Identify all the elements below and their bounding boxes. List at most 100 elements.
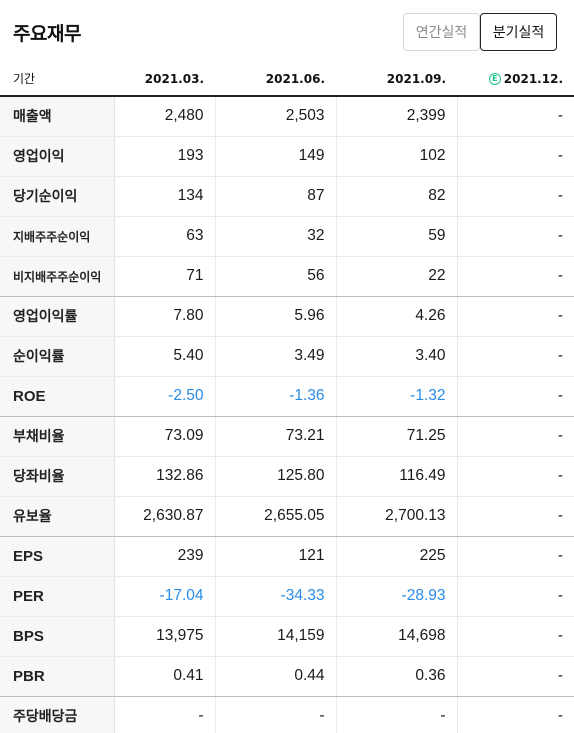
row-label: 비지배주주순이익 (0, 256, 115, 297)
table-cell: - (456, 96, 574, 137)
table-cell: 225 (335, 536, 457, 577)
table-cell: - (456, 456, 574, 497)
table-cell: - (456, 216, 574, 257)
row-label: 순이익률 (0, 336, 115, 377)
table-cell: - (456, 496, 574, 537)
table-row: 매출액 2,480 2,503 2,399- (0, 96, 574, 137)
table-cell: - (456, 616, 574, 657)
column-header: 2021.03. (114, 62, 215, 97)
table-row: 영업이익률 7.80 5.96 4.26- (0, 296, 574, 337)
table-cell: 3.40 (335, 336, 457, 377)
table-cell: 2,503 (214, 96, 336, 137)
table-cell: 14,159 (214, 616, 336, 657)
column-header: 2021.09. (336, 62, 457, 97)
table-cell: -1.36 (214, 376, 336, 417)
table-cell: - (214, 696, 336, 733)
table-cell: - (456, 656, 574, 697)
table-row: PER -17.04 -34.33 -28.93- (0, 576, 574, 617)
table-cell: 71 (113, 256, 215, 297)
table-cell: 59 (335, 216, 457, 257)
row-label: PER (0, 576, 115, 617)
table-cell: 73.09 (113, 416, 215, 457)
table-cell: 193 (113, 136, 215, 177)
table-cell: 7.80 (113, 296, 215, 337)
table-cell: 2,655.05 (214, 496, 336, 537)
table-cell: 73.21 (214, 416, 336, 457)
row-label: ROE (0, 376, 115, 417)
row-label: EPS (0, 536, 115, 577)
table-row: 당기순이익 134 87 82- (0, 176, 574, 217)
section-header: 주요재무 연간실적 분기실적 (0, 0, 574, 62)
table-cell: 2,480 (113, 96, 215, 137)
table-cell: - (456, 176, 574, 217)
row-label: 당좌비율 (0, 456, 115, 497)
table-cell: - (456, 136, 574, 177)
table-cell: 32 (214, 216, 336, 257)
table-cell: 239 (113, 536, 215, 577)
table-cell: 5.96 (214, 296, 336, 337)
table-cell: 2,399 (335, 96, 457, 137)
table-cell: 0.36 (335, 656, 457, 697)
row-label: BPS (0, 616, 115, 657)
table-cell: 0.44 (214, 656, 336, 697)
table-cell: 116.49 (335, 456, 457, 497)
table-cell: 5.40 (113, 336, 215, 377)
table-cell: 102 (335, 136, 457, 177)
row-label: 영업이익률 (0, 296, 115, 337)
table-cell: - (456, 696, 574, 733)
row-label: 부채비율 (0, 416, 115, 457)
table-cell: -17.04 (113, 576, 215, 617)
table-cell: 22 (335, 256, 457, 297)
column-header-label: 2021.12. (503, 71, 563, 86)
row-label: 영업이익 (0, 136, 115, 177)
row-label: 주당배당금 (0, 696, 115, 733)
table-cell: 4.26 (335, 296, 457, 337)
table-cell: - (456, 416, 574, 457)
table-row: EPS 239 121 225- (0, 536, 574, 577)
table-row: BPS 13,975 14,159 14,698- (0, 616, 574, 657)
row-label: 유보율 (0, 496, 115, 537)
estimate-icon: E (488, 73, 501, 85)
table-cell: 87 (214, 176, 336, 217)
table-cell: 71.25 (335, 416, 457, 457)
table-cell: - (456, 376, 574, 417)
table-row: 유보율 2,630.87 2,655.05 2,700.13- (0, 496, 574, 537)
table-cell: 2,630.87 (113, 496, 215, 537)
table-row: PBR 0.41 0.44 0.36- (0, 656, 574, 697)
table-cell: 3.49 (214, 336, 336, 377)
table-cell: -34.33 (214, 576, 336, 617)
column-header-estimate: E 2021.12. (457, 62, 574, 97)
quarterly-results-button[interactable]: 분기실적 (480, 13, 557, 51)
table-cell: - (456, 256, 574, 297)
table-row: 영업이익 193 149 102- (0, 136, 574, 177)
table-cell: -28.93 (335, 576, 457, 617)
table-row: ROE -2.50 -1.36 -1.32- (0, 376, 574, 417)
row-label: PBR (0, 656, 115, 697)
table-row: 주당배당금 - - - - (0, 696, 574, 733)
row-label: 당기순이익 (0, 176, 115, 217)
table-cell: -1.32 (335, 376, 457, 417)
table-cell: 14,698 (335, 616, 457, 657)
table-row: 당좌비율 132.86 125.80 116.49- (0, 456, 574, 497)
table-cell: - (456, 296, 574, 337)
table-cell: 134 (113, 176, 215, 217)
table-cell: 125.80 (214, 456, 336, 497)
table-cell: - (113, 696, 215, 733)
financial-table: 기간 2021.03. 2021.06. 2021.09. E 2021.12. … (0, 62, 574, 733)
table-row: 순이익률 5.40 3.49 3.40- (0, 336, 574, 377)
table-cell: - (456, 336, 574, 377)
period-header: 기간 (0, 62, 114, 97)
table-cell: 63 (113, 216, 215, 257)
column-header: 2021.06. (215, 62, 336, 97)
table-cell: - (456, 536, 574, 577)
table-cell: 132.86 (113, 456, 215, 497)
table-header-row: 기간 2021.03. 2021.06. 2021.09. E 2021.12. (0, 62, 574, 97)
row-label: 매출액 (0, 96, 115, 137)
table-cell: 0.41 (113, 656, 215, 697)
table-cell: -2.50 (113, 376, 215, 417)
annual-results-button[interactable]: 연간실적 (403, 13, 480, 51)
table-row: 지배주주순이익 63 32 59- (0, 216, 574, 257)
table-cell: - (335, 696, 457, 733)
row-label: 지배주주순이익 (0, 216, 115, 257)
table-row: 비지배주주순이익 71 56 22- (0, 256, 574, 297)
